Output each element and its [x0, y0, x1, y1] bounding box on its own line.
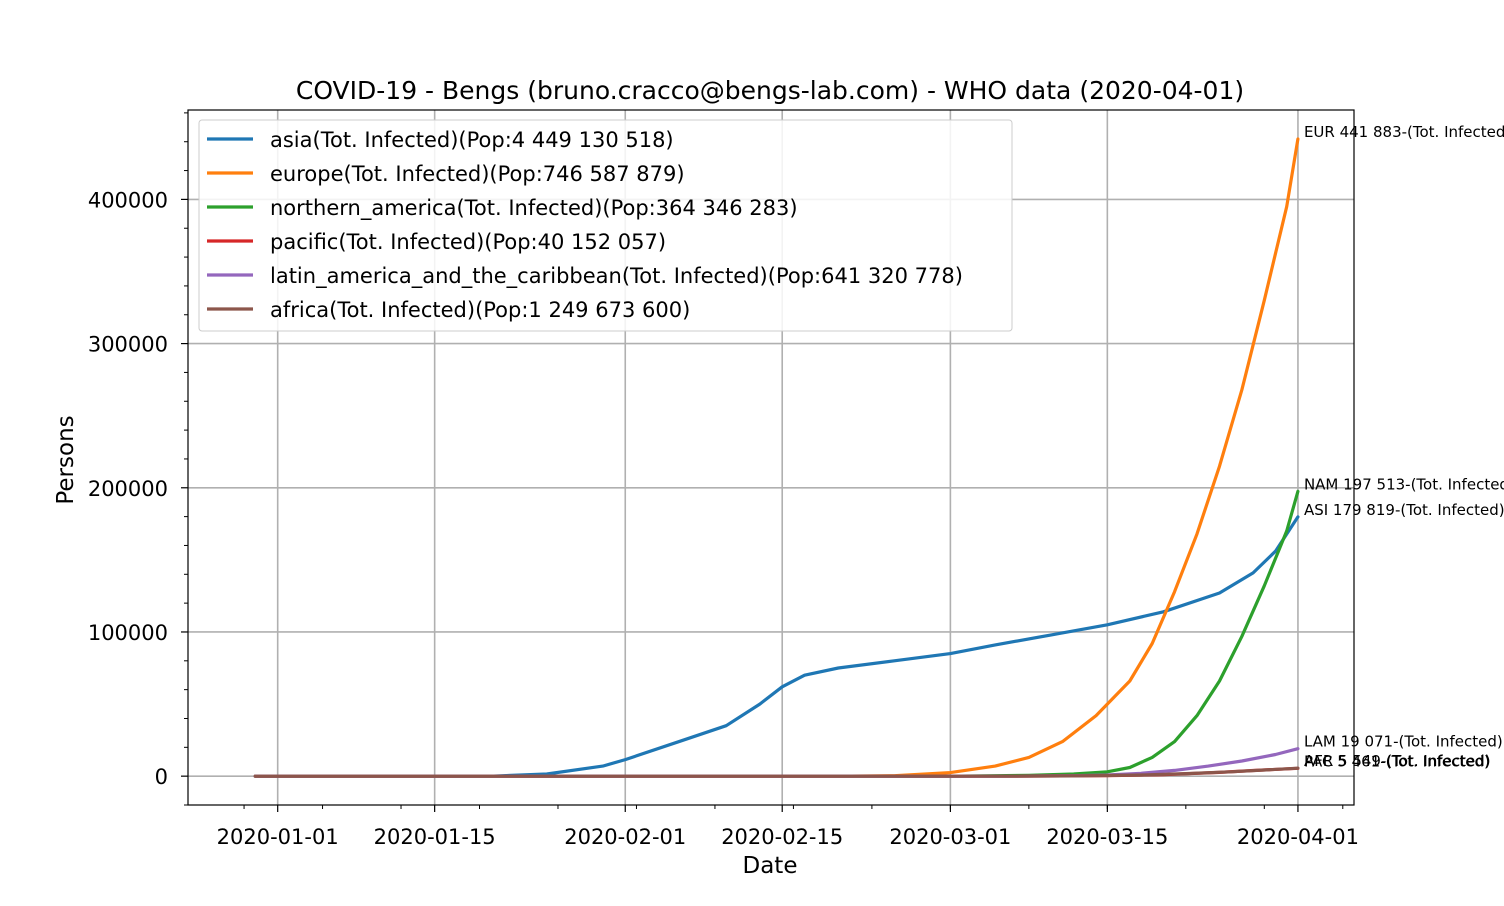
y-tick-label: 100000: [88, 621, 168, 645]
x-tick-label: 2020-01-01: [217, 825, 339, 849]
series-end-label: LAM 19 071-(Tot. Infected): [1304, 733, 1503, 751]
x-tick-label: 2020-01-15: [374, 825, 496, 849]
y-tick-label: 400000: [88, 188, 168, 212]
series-line: [253, 766, 1300, 778]
series-end-label: EUR 441 883-(Tot. Infected): [1304, 123, 1504, 141]
series-line: [253, 489, 1300, 778]
legend-label: latin_america_and_the_caribbean(Tot. Inf…: [270, 264, 963, 289]
end-labels: ASI 179 819-(Tot. Infected) EUR 441 883-(…: [1304, 123, 1504, 770]
legend-box: [198, 119, 1013, 332]
x-tick-label: 2020-04-01: [1237, 825, 1359, 849]
series-lines: [253, 137, 1300, 778]
y-axis: 0 100000 200000 300000 400000: [88, 112, 188, 806]
plot-frame: [187, 109, 1355, 806]
series-line: [253, 515, 1300, 778]
x-tick-label: 2020-03-15: [1046, 825, 1168, 849]
legend-label: europe(Tot. Infected)(Pop:746 587 879): [270, 162, 685, 186]
series-end-label: ASI 179 819-(Tot. Infected): [1304, 501, 1504, 519]
legend-label: northern_america(Tot. Infected)(Pop:364 …: [270, 196, 798, 221]
x-tick-label: 2020-02-15: [721, 825, 843, 849]
series-end-label: NAM 197 513-(Tot. Infected): [1304, 475, 1504, 493]
series-line: [253, 137, 1300, 778]
y-tick-label: 0: [155, 765, 168, 789]
y-axis-title: Persons: [53, 415, 79, 504]
series-end-label: AFR 5 549-(Tot. Infected): [1304, 752, 1491, 770]
x-axis-title: Date: [743, 853, 798, 879]
legend: asia(Tot. Infected)(Pop:4 449 130 518) eu…: [198, 119, 1013, 332]
y-tick-label: 300000: [88, 333, 168, 357]
legend-label: asia(Tot. Infected)(Pop:4 449 130 518): [270, 128, 674, 152]
chart-title: COVID-19 - Bengs (bruno.cracco@bengs-lab…: [296, 76, 1244, 105]
series-end-label: PAC 5 461-(Tot. Infected): [1304, 752, 1490, 770]
legend-label: pacific(Tot. Infected)(Pop:40 152 057): [270, 230, 666, 254]
x-tick-label: 2020-02-01: [564, 825, 686, 849]
x-tick-label: 2020-03-01: [889, 825, 1011, 849]
x-axis: 2020-01-01 2020-01-15 2020-02-01 2020-02-15…: [217, 805, 1359, 849]
legend-label: africa(Tot. Infected)(Pop:1 249 673 600): [270, 298, 690, 322]
y-tick-label: 200000: [88, 477, 168, 501]
